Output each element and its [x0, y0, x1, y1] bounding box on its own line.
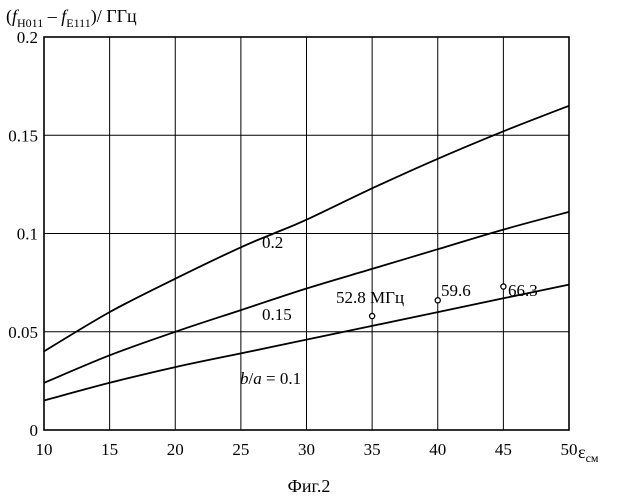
x-tick-label: 40: [429, 440, 446, 459]
y-ticks: 0 0.05 0.1 0.15 0.2: [8, 28, 38, 440]
curve-label-0.1: b/a = 0.1: [240, 369, 301, 388]
annotation-59-6: 59.6: [441, 281, 471, 300]
x-tick-label: 25: [232, 440, 249, 459]
annotation-point-1: [435, 298, 440, 303]
y-tick-label: 0.1: [17, 225, 38, 244]
x-tick-label: 50: [561, 440, 578, 459]
x-tick-label: 30: [298, 440, 315, 459]
figure-caption: Фиг.2: [288, 476, 331, 496]
x-tick-label: 10: [36, 440, 53, 459]
y-axis-label: (fH011 – fE111)/ ГГц: [6, 6, 137, 30]
y-tick-label: 0: [30, 421, 39, 440]
annotation-52-8: 52.8 МГц: [336, 288, 404, 307]
x-tick-label: 15: [101, 440, 118, 459]
curve-label-0.2: 0.2: [262, 233, 283, 252]
annotation-point-2: [501, 284, 506, 289]
annotation-66-3: 66.3: [508, 281, 538, 300]
x-ticks: 10 15 20 25 30 35 40 45 50: [36, 440, 578, 459]
annotation-point-0: [370, 313, 375, 318]
x-tick-label: 35: [364, 440, 381, 459]
y-tick-label: 0.2: [17, 28, 38, 47]
y-tick-label: 0.05: [8, 323, 38, 342]
x-axis-label: εсм: [578, 442, 599, 465]
curve-label-0.15: 0.15: [262, 305, 292, 324]
y-tick-label: 0.15: [8, 126, 38, 145]
x-tick-label: 45: [495, 440, 512, 459]
x-tick-label: 20: [167, 440, 184, 459]
